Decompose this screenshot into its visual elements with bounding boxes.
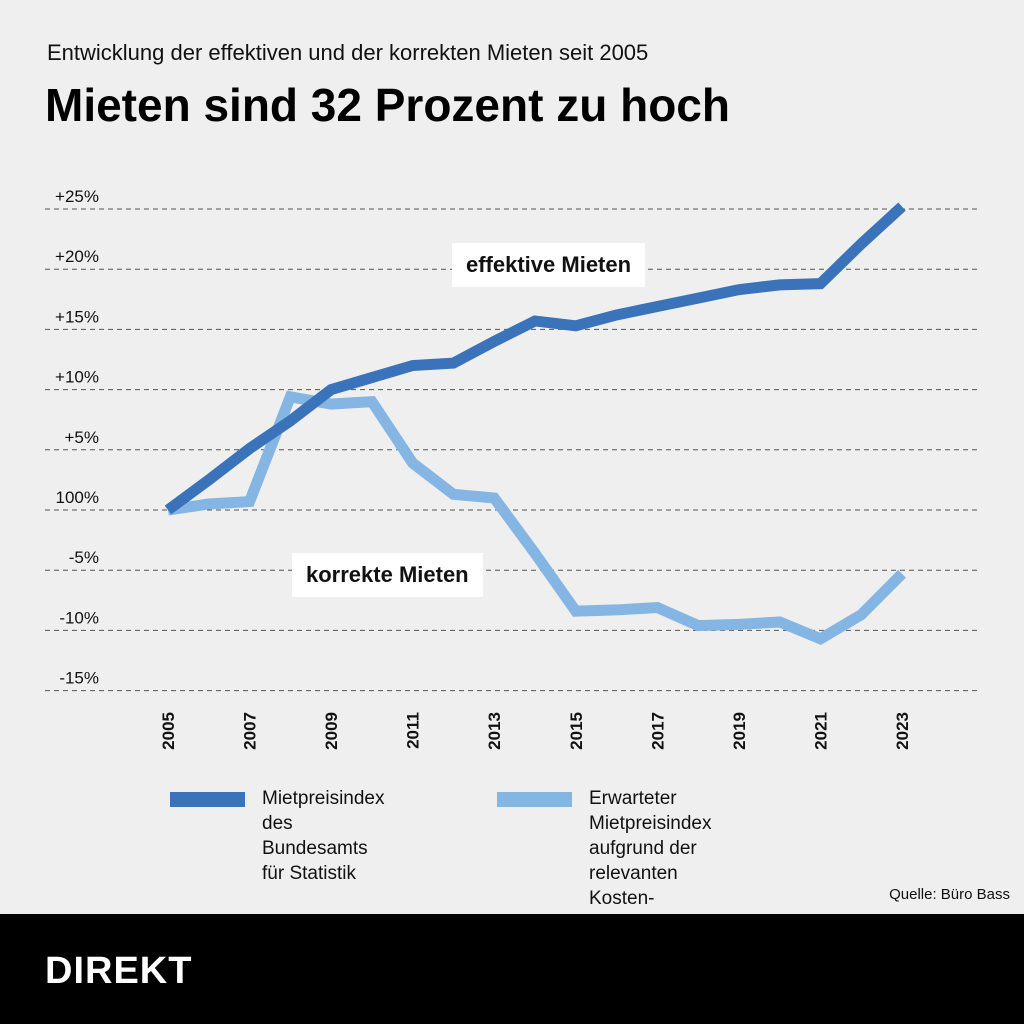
chart-title: Mieten sind 32 Prozent zu hoch <box>45 79 730 131</box>
y-tick-label: +15% <box>55 307 99 326</box>
y-tick-label: +20% <box>55 247 99 266</box>
legend-swatch-dark-blue <box>170 792 245 807</box>
x-tick-label: 2021 <box>811 712 830 750</box>
x-tick-label: 2015 <box>567 712 586 750</box>
series-line-effektive-mieten <box>164 202 906 515</box>
y-tick-label: +5% <box>65 428 100 447</box>
x-tick-label: 2009 <box>322 712 341 750</box>
legend-label-mietpreisindex: Mietpreisindex des Bundesamts für Statis… <box>262 788 385 884</box>
x-tick-label: 2019 <box>730 712 749 750</box>
brand-logo: DIREKT <box>45 950 193 992</box>
y-tick-label: 100% <box>56 488 99 507</box>
y-tick-label: -5% <box>69 548 99 567</box>
y-tick-label: -15% <box>59 669 99 688</box>
x-tick-label: 2011 <box>404 712 423 749</box>
y-tick-label: -10% <box>59 608 99 627</box>
y-tick-label: +10% <box>55 368 99 387</box>
source-note: Quelle: Büro Bass <box>889 886 1010 903</box>
chart-subtitle: Entwicklung der effektiven und der korre… <box>47 40 649 65</box>
x-tick-label: 2017 <box>648 712 667 750</box>
x-tick-label: 2023 <box>893 712 912 750</box>
x-tick-label: 2007 <box>241 712 260 750</box>
x-tick-label: 2005 <box>159 712 178 750</box>
y-tick-label: +25% <box>55 187 99 206</box>
legend-swatch-light-blue <box>497 792 572 807</box>
series-line-korrekte-mieten <box>167 390 906 645</box>
line-chart: +25% +20% +15% +10% +5% 100% -5% -10% -15% 2005 20… <box>45 187 980 750</box>
x-tick-label: 2013 <box>485 712 504 750</box>
series-label-korrekte-mieten: korrekte Mieten <box>292 553 483 597</box>
series-label-effektive-mieten: effektive Mieten <box>452 243 646 287</box>
footer-bar: DIREKT <box>0 914 1024 1024</box>
